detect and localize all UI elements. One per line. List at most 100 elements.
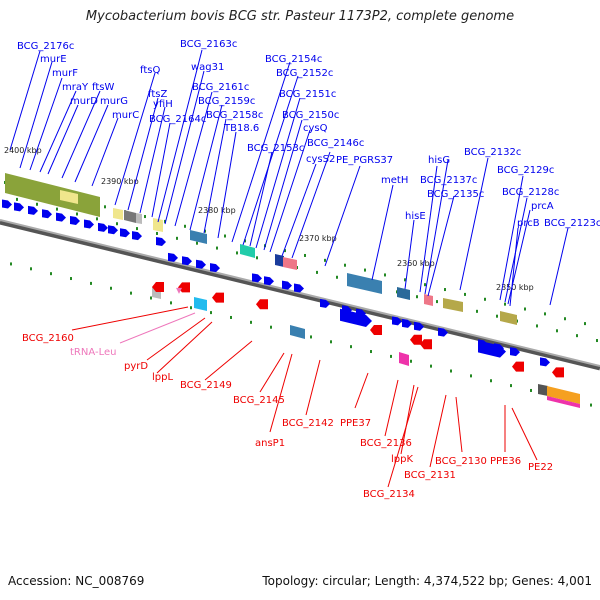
scale-dot	[484, 297, 486, 301]
gene-label: ftsQ	[140, 65, 160, 76]
gene-label: BCG_2161c	[192, 82, 249, 93]
gene-label: BCG_2159c	[198, 96, 255, 107]
gene-label: BCG_2134	[363, 489, 415, 500]
scale-dot	[584, 322, 586, 326]
scale-dot	[450, 369, 452, 373]
scale-dot	[224, 234, 226, 238]
reverse-genes	[152, 281, 564, 378]
scale-dot	[50, 272, 52, 276]
forward-gene-arrow	[282, 280, 292, 290]
forward-gene-arrow	[98, 222, 108, 232]
scale-dot	[404, 278, 406, 282]
gene-label: murG	[100, 96, 128, 107]
scale-dot	[136, 227, 138, 231]
scale-dot	[284, 249, 286, 253]
forward-gene-arrow	[438, 327, 448, 337]
scale-dot	[156, 231, 158, 235]
forward-gene-arrow	[392, 316, 402, 326]
forward-gene-arrow	[210, 263, 220, 273]
scale-dot	[544, 312, 546, 316]
scale-dot	[104, 205, 106, 209]
scale-dot	[310, 335, 312, 339]
forward-gene-arrow	[2, 199, 12, 209]
gene-label: cysQ	[303, 123, 328, 134]
gene-label: tRNA-Leu	[70, 347, 116, 358]
scale-dot	[344, 263, 346, 267]
scale-dot	[164, 219, 166, 223]
forward-gene-arrow	[294, 283, 304, 293]
scale-dot	[370, 350, 372, 354]
gene-label: PE22	[528, 462, 553, 473]
scale-dot	[510, 384, 512, 388]
forward-gene-arrow	[264, 276, 274, 286]
gene-label: lppK	[391, 454, 413, 465]
scale-dot	[56, 207, 58, 211]
scale-dot	[256, 256, 258, 260]
scale-dot	[70, 277, 72, 281]
gene-label: murC	[112, 110, 139, 121]
forward-gene-arrow	[84, 219, 94, 229]
forward-gene-arrow	[132, 231, 142, 241]
gene-label: BCG_2163c	[180, 39, 237, 50]
scale-dot	[384, 273, 386, 277]
scale-dot	[184, 224, 186, 228]
forward-gene-arrow	[510, 347, 520, 357]
scale-dot	[324, 258, 326, 262]
scale-dot	[190, 306, 192, 310]
scale-dot	[564, 317, 566, 321]
reverse-gene-arrow	[256, 299, 268, 310]
forward-gene-arrow	[182, 256, 192, 266]
genome-info-text: Topology: circular; Length: 4,374,522 bp…	[262, 574, 592, 588]
scale-dot	[530, 388, 532, 392]
scale-dot	[10, 262, 12, 266]
reverse-leader-lines	[71, 306, 538, 488]
gene-label: hisG	[428, 155, 450, 166]
forward-gene-arrow	[70, 216, 80, 226]
reverse-labels: BCG_2160 tRNA-Leu pyrD lppL BCG_2149 BCG…	[22, 333, 553, 500]
map-title: Mycobacterium bovis BCG str. Pasteur 117…	[85, 9, 515, 24]
gene-label: cysS2	[306, 154, 335, 165]
gene-label: wag31	[191, 62, 224, 73]
tick-2370: 2370 kbp	[299, 234, 337, 243]
gene-label: BCG_2123c	[544, 218, 600, 229]
forward-gene-arrow	[14, 202, 24, 212]
feature-track	[5, 173, 580, 408]
gene-label: yfiH	[153, 99, 173, 110]
tick-2360: 2360 kbp	[397, 259, 435, 268]
scale-dot	[496, 314, 498, 318]
forward-gene-arrow	[156, 236, 166, 246]
scale-dot	[364, 268, 366, 272]
forward-gene-arrow	[120, 228, 130, 238]
gene-label: BCG_2176c	[17, 41, 74, 52]
scale-dot	[210, 311, 212, 315]
tick-2350: 2350 kbp	[496, 283, 534, 292]
scale-dot	[116, 222, 118, 226]
gene-label: BCG_2128c	[502, 187, 559, 198]
gene-label: BCG_2158c	[206, 110, 263, 121]
reverse-gene-arrow	[152, 281, 164, 292]
gene-label: PPE36	[490, 456, 521, 467]
gene-label: BCG_2152c	[276, 68, 333, 79]
tick-2380: 2380 kbp	[198, 206, 236, 215]
scale-dot	[436, 300, 438, 304]
reverse-gene-arrow	[552, 367, 564, 378]
scale-dot	[444, 288, 446, 292]
scale-dot	[204, 229, 206, 233]
gene-label: lppL	[152, 372, 173, 383]
forward-gene-block	[340, 308, 372, 328]
gene-label: BCG_2145	[233, 395, 285, 406]
forward-gene-arrow	[108, 225, 118, 235]
gene-label: TB18.6	[223, 123, 259, 134]
gene-label: BCG_2146c	[307, 138, 364, 149]
gene-label: BCG_2164c	[149, 114, 206, 125]
gene-label: murE	[40, 54, 67, 65]
gene-label: ftsW	[92, 82, 114, 93]
tick-2390: 2390 kbp	[101, 177, 139, 186]
gene-label: BCG_2137c	[420, 175, 477, 186]
scale-dot	[130, 291, 132, 295]
gene-label: ftsZ	[148, 89, 167, 100]
reverse-gene-arrow	[420, 339, 432, 350]
scale-dot	[250, 320, 252, 324]
forward-gene-arrow	[56, 212, 66, 222]
forward-gene-arrow	[168, 252, 178, 262]
